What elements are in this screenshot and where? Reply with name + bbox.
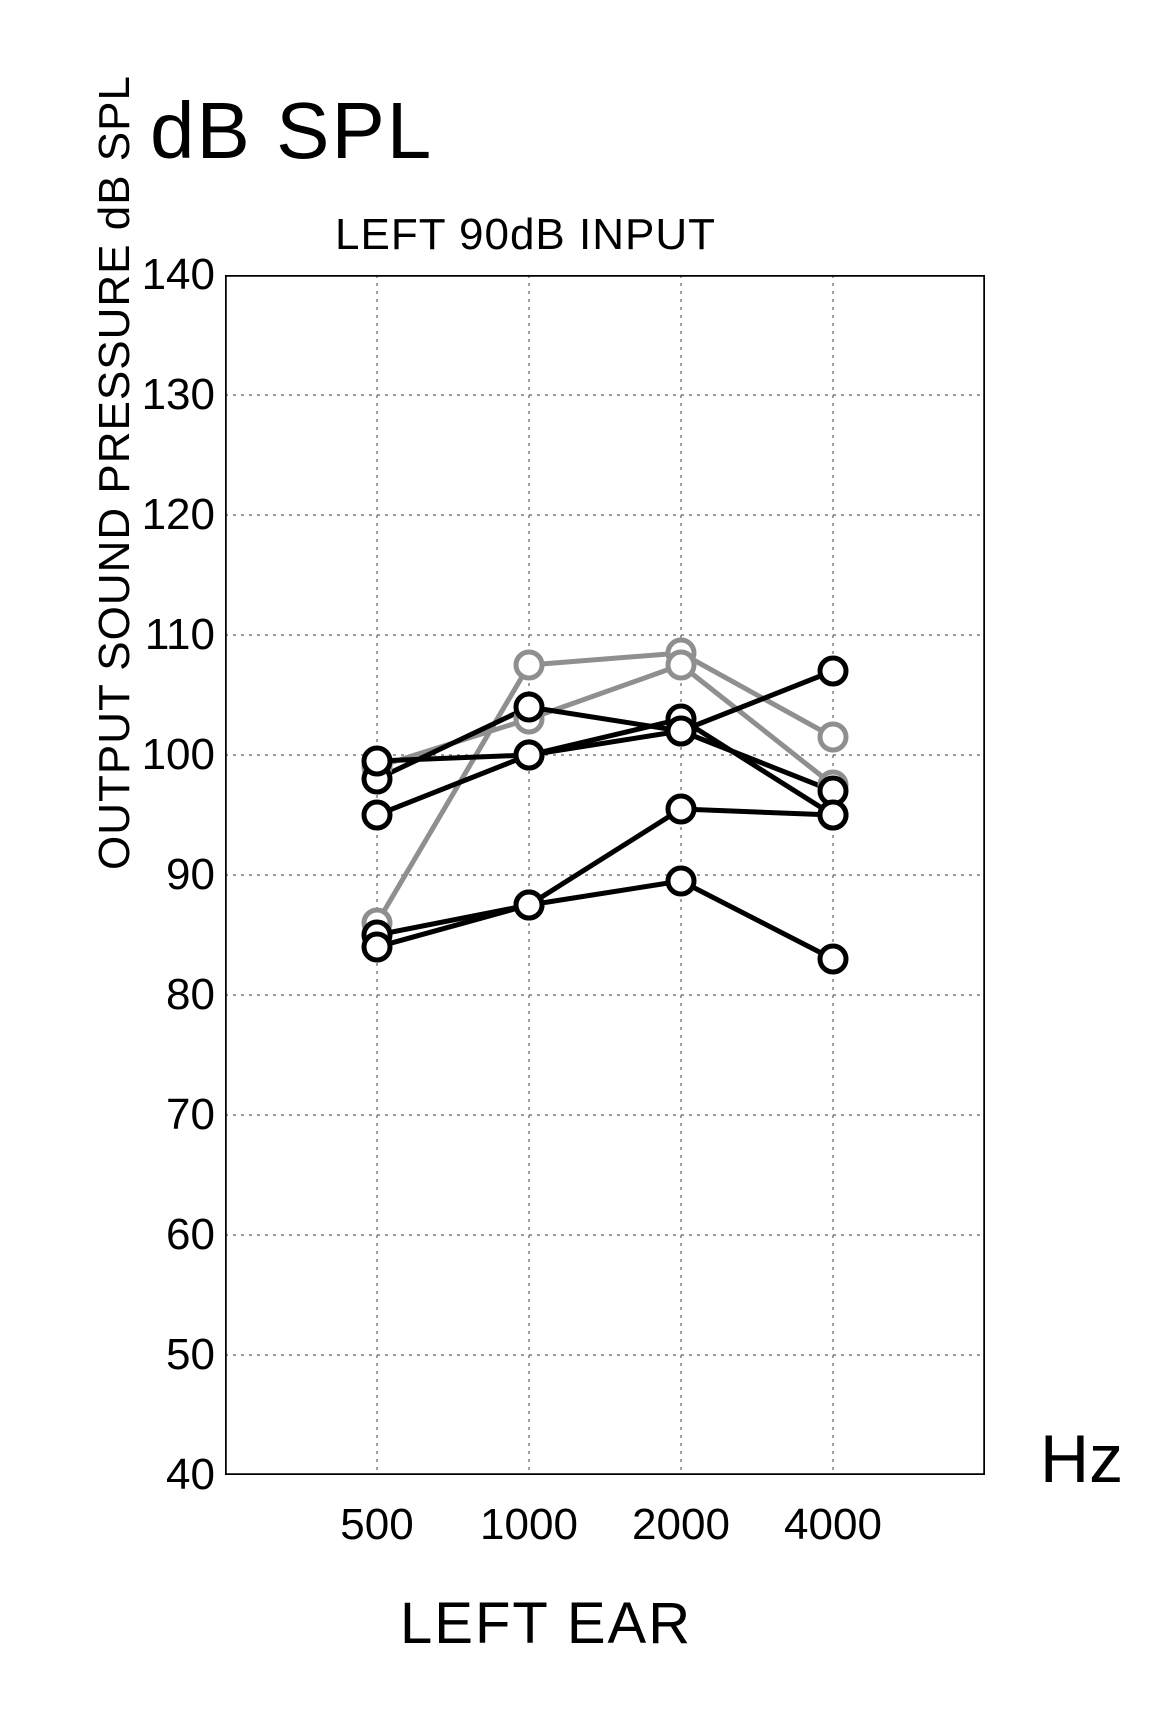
y-tick-label: 130 — [142, 370, 215, 420]
chart-svg — [225, 275, 985, 1475]
y-tick-label: 90 — [166, 850, 215, 900]
y-tick-label: 110 — [145, 610, 215, 660]
x-tick-label: 500 — [340, 1500, 413, 1550]
chart-title: LEFT 90dB INPUT — [335, 210, 716, 260]
y-tick-label: 80 — [166, 970, 215, 1020]
y-tick-label: 140 — [142, 250, 215, 300]
y-tick-label: 60 — [166, 1210, 215, 1260]
y-unit-label: dB SPL — [150, 85, 433, 177]
y-tick-label: 70 — [166, 1090, 215, 1140]
plot-area — [225, 275, 985, 1475]
page: dB SPL LEFT 90dB INPUT OUTPUT SOUND PRES… — [0, 0, 1170, 1727]
x-axis-label: LEFT EAR — [400, 1590, 692, 1657]
x-tick-label: 2000 — [632, 1500, 730, 1550]
y-tick-label: 50 — [166, 1330, 215, 1380]
y-axis-label: OUTPUT SOUND PRESSURE dB SPL — [90, 75, 140, 870]
x-tick-label: 1000 — [480, 1500, 578, 1550]
x-unit-label: Hz — [1040, 1420, 1123, 1498]
y-tick-label: 40 — [166, 1450, 215, 1500]
x-tick-label: 4000 — [784, 1500, 882, 1550]
y-tick-label: 100 — [142, 730, 215, 780]
y-tick-label: 120 — [142, 490, 215, 540]
